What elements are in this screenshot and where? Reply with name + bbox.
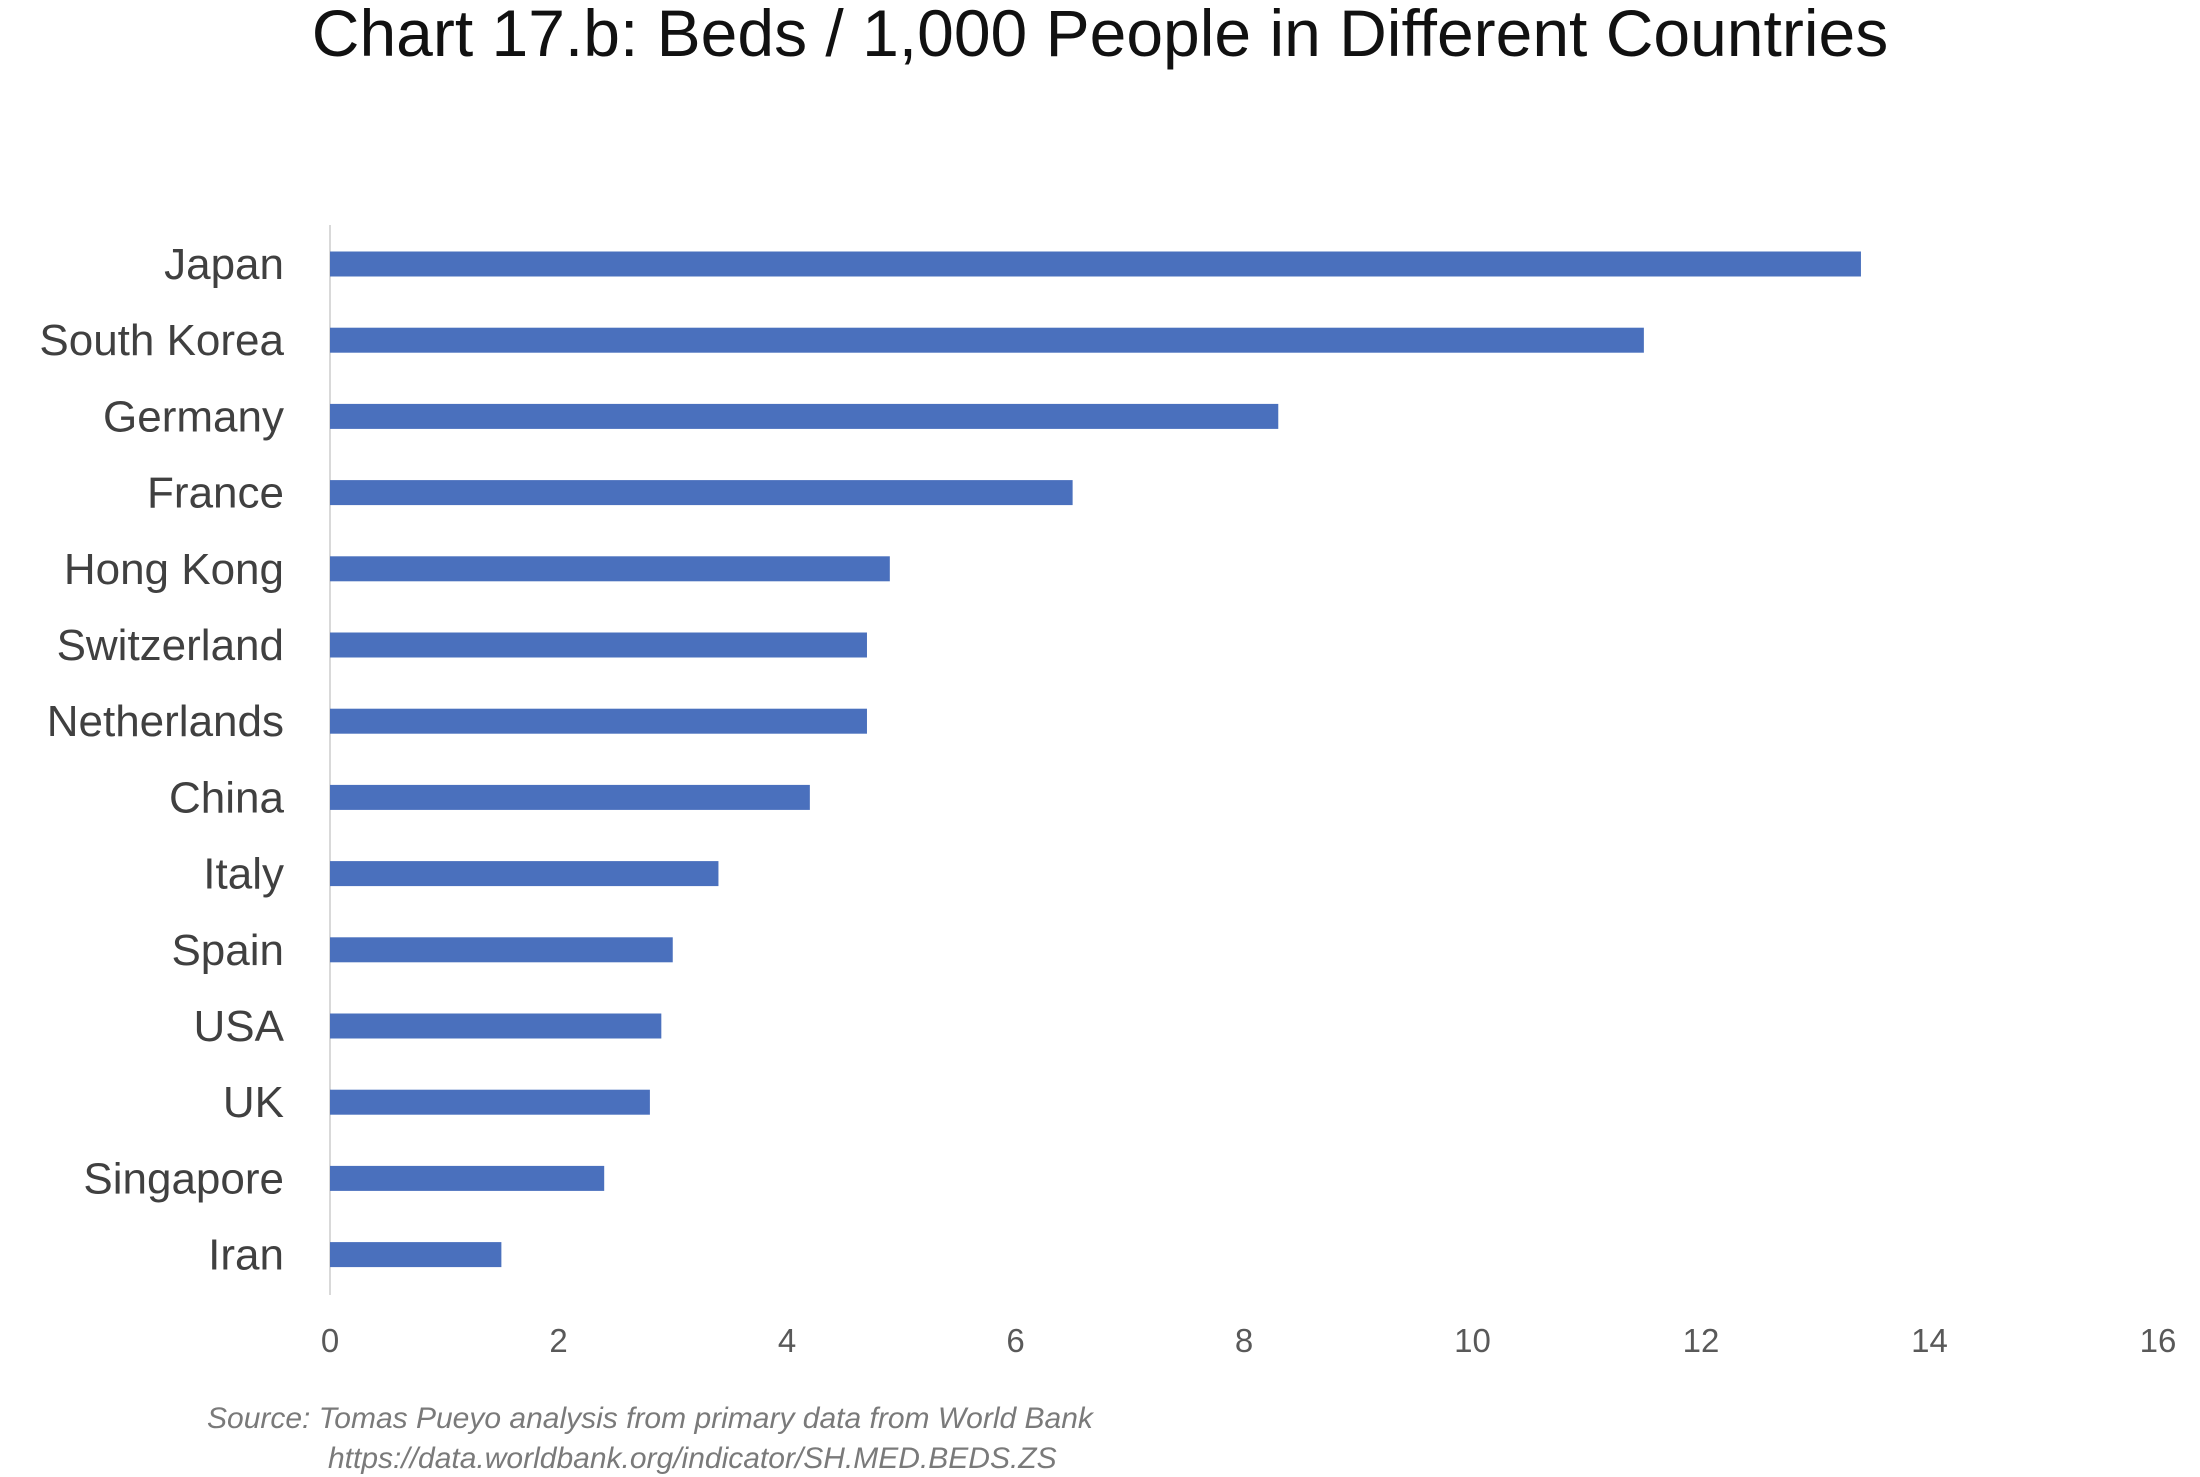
- category-label: France: [147, 469, 284, 518]
- category-label: Italy: [203, 850, 284, 899]
- category-label: Japan: [164, 240, 284, 289]
- x-tick-label: 2: [549, 1322, 567, 1359]
- bar-hong-kong: [330, 556, 890, 582]
- bar-china: [330, 784, 810, 810]
- bar-netherlands: [330, 708, 867, 734]
- bar-iran: [330, 1242, 502, 1268]
- category-label: Spain: [171, 926, 284, 975]
- x-tick-label: 4: [778, 1322, 796, 1359]
- x-tick-label: 16: [2140, 1322, 2177, 1359]
- bar-spain: [330, 937, 673, 963]
- category-label: USA: [194, 1002, 285, 1051]
- bar-germany: [330, 403, 1279, 429]
- bars-layer: [330, 251, 1861, 1268]
- x-tick-label: 14: [1911, 1322, 1948, 1359]
- bar-japan: [330, 251, 1861, 277]
- bar-france: [330, 480, 1073, 506]
- category-label: Netherlands: [47, 697, 284, 746]
- category-labels-layer: Japan South Korea Germany France Hong Kong Sw…: [39, 240, 284, 1280]
- category-label: Singapore: [83, 1154, 284, 1203]
- bar-italy: [330, 861, 719, 887]
- bar-uk: [330, 1089, 650, 1115]
- x-tick-labels-layer: 0 2 4 6 8 10 12 14 16: [321, 1322, 2177, 1359]
- category-label: Switzerland: [57, 621, 284, 670]
- source-note: Source: Tomas Pueyo analysis from primar…: [207, 1402, 1093, 1435]
- category-label: Germany: [103, 392, 284, 441]
- x-tick-label: 12: [1683, 1322, 1720, 1359]
- category-label: UK: [223, 1078, 284, 1127]
- x-tick-label: 8: [1235, 1322, 1253, 1359]
- bar-switzerland: [330, 632, 867, 658]
- x-tick-label: 0: [321, 1322, 339, 1359]
- category-label: Hong Kong: [64, 545, 284, 594]
- bar-usa: [330, 1013, 662, 1039]
- category-label: Iran: [208, 1231, 284, 1280]
- category-label: South Korea: [39, 316, 284, 365]
- x-tick-label: 6: [1006, 1322, 1024, 1359]
- bar-singapore: [330, 1165, 605, 1191]
- bar-south-korea: [330, 327, 1644, 353]
- x-tick-label: 10: [1454, 1322, 1491, 1359]
- category-label: China: [169, 773, 284, 822]
- chart-title: Chart 17.b: Beds / 1,000 People in Diffe…: [311, 0, 1889, 70]
- source-url: https://data.worldbank.org/indicator/SH.…: [328, 1442, 1057, 1475]
